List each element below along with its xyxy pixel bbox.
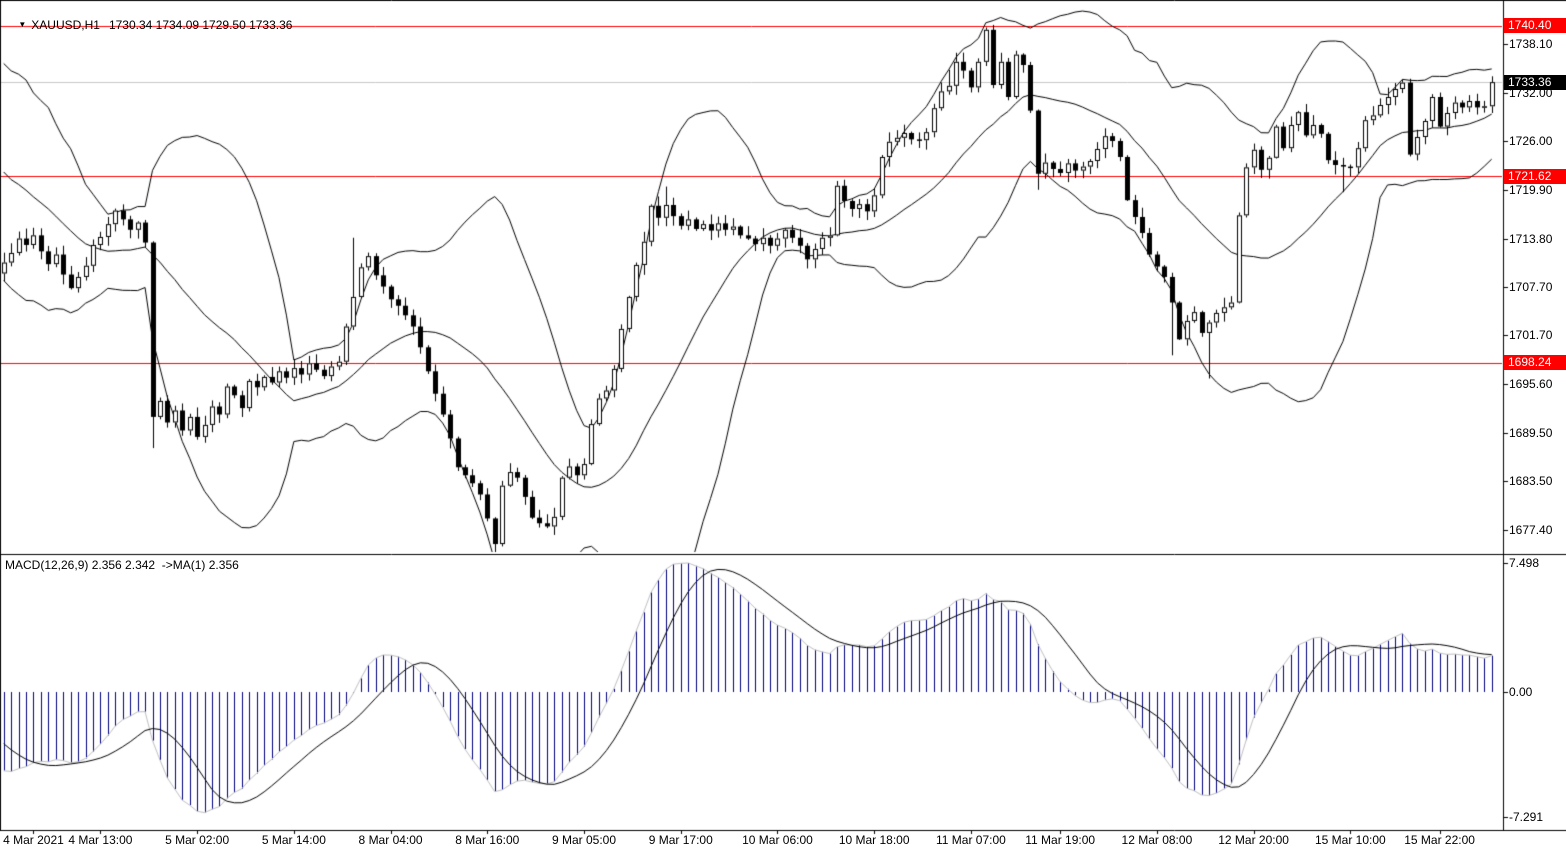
price-tick-label: 1713.80 (1509, 231, 1553, 246)
time-tick-label: 4 Mar 13:00 (68, 833, 133, 847)
price-tick-label: 1738.10 (1509, 37, 1553, 52)
time-tick-label: 8 Mar 16:00 (455, 833, 520, 847)
time-tick-label: 4 Mar 2021 (3, 833, 64, 847)
price-tick-label: 1726.00 (1509, 133, 1553, 148)
price-badge-level: 1698.24 (1504, 355, 1566, 371)
price-tick-label: 1701.70 (1509, 328, 1553, 343)
price-tick-label: 1695.60 (1509, 377, 1553, 392)
time-tick-label: 9 Mar 17:00 (648, 833, 713, 847)
macd-tick-label: 7.498 (1509, 556, 1540, 570)
price-tick-label: 1719.90 (1509, 182, 1553, 197)
price-tick-label: 1677.40 (1509, 522, 1553, 537)
time-tick-label: 15 Mar 10:00 (1314, 833, 1386, 847)
time-tick-label: 9 Mar 05:00 (551, 833, 617, 847)
symbol-ohlc-label: ▼ XAUUSD,H1 1730.34 1734.09 1729.50 1733.3… (5, 4, 292, 46)
time-tick-label: 8 Mar 04:00 (358, 833, 423, 847)
time-tick-label: 10 Mar 06:00 (742, 833, 813, 847)
macd-tick-label: -7.291 (1509, 810, 1544, 825)
time-tick-label: 12 Mar 08:00 (1121, 833, 1193, 847)
price-tick-label: 1689.50 (1509, 425, 1553, 440)
ohlc-readout: 1730.34 1734.09 1729.50 1733.36 (108, 18, 293, 32)
time-tick-label: 15 Mar 22:00 (1404, 833, 1475, 847)
chevron-down-icon: ▼ (18, 20, 27, 29)
time-tick-label: 12 Mar 20:00 (1218, 833, 1289, 847)
time-tick-label: 11 Mar 07:00 (935, 833, 1006, 847)
price-badge-level: 1721.62 (1504, 168, 1566, 184)
macd-tick-label: 0.00 (1509, 685, 1533, 699)
price-badge-current: 1733.36 (1504, 74, 1566, 90)
macd-indicator-label: MACD(12,26,9) 2.356 2.342 ->MA(1) 2.356 (5, 558, 239, 572)
time-tick-label: 11 Mar 19:00 (1025, 833, 1096, 847)
time-tick-label: 5 Mar 14:00 (261, 833, 326, 847)
price-tick-label: 1683.50 (1509, 473, 1553, 488)
symbol-name: XAUUSD,H1 (31, 18, 100, 32)
time-tick-label: 10 Mar 18:00 (838, 833, 910, 847)
price-tick-label: 1707.70 (1509, 280, 1553, 295)
time-tick-label: 5 Mar 02:00 (165, 833, 230, 847)
price-badge-level: 1740.40 (1504, 18, 1566, 34)
